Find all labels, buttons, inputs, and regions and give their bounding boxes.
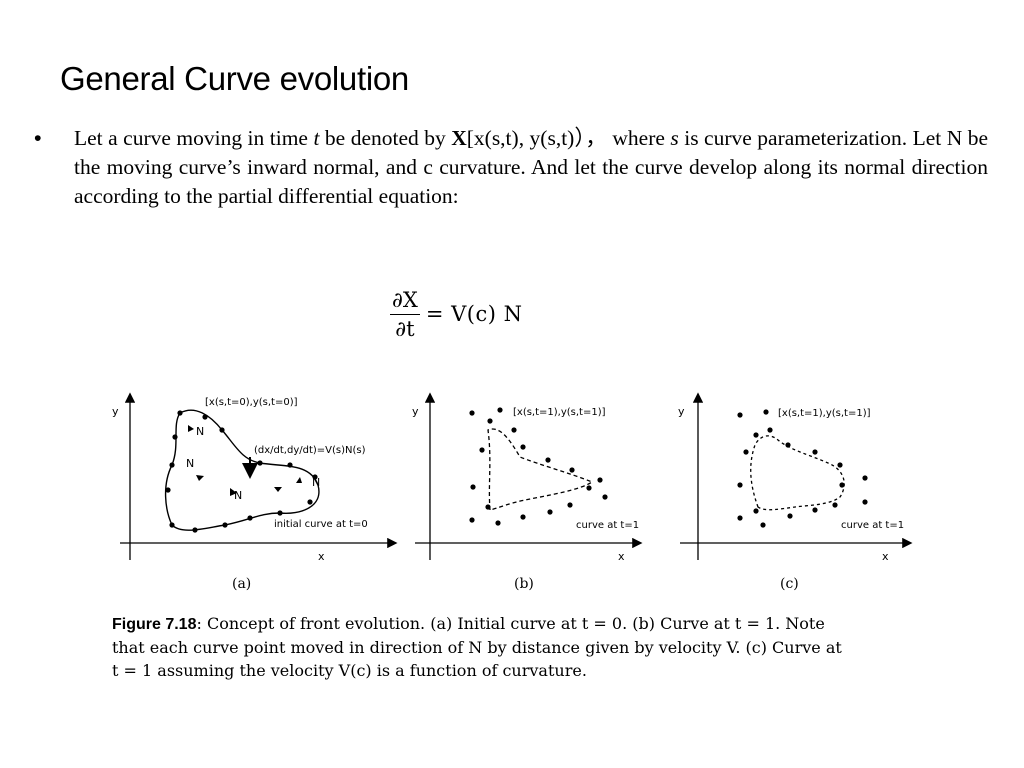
panel-a: y x N N N N [x(s,t=0),y(s,t=0)] (dx/dt,d… bbox=[112, 392, 398, 563]
normal-arrow-icon bbox=[296, 477, 302, 483]
panel-a-normal-label: N bbox=[312, 476, 320, 489]
panel-c-y-label: y bbox=[678, 405, 685, 418]
normal-arrow-icon bbox=[196, 475, 204, 481]
curve-point bbox=[165, 487, 171, 493]
panel-a-y-label: y bbox=[112, 405, 119, 418]
panel-c-bottom-label: curve at t=1 bbox=[841, 520, 904, 531]
curve-point bbox=[219, 427, 225, 433]
panel-a-caption: (a) bbox=[232, 576, 252, 592]
panel-a-velocity-label: (dx/dt,dy/dt)=V(s)N(s) bbox=[254, 445, 366, 456]
panel-c-x-label: x bbox=[882, 550, 889, 563]
curve-point bbox=[169, 522, 175, 528]
curve-point bbox=[307, 499, 313, 505]
panel-b-x-label: x bbox=[618, 550, 625, 563]
panel-c-caption: (c) bbox=[780, 576, 799, 592]
normal-arrow-icon bbox=[188, 425, 194, 432]
panel-b-evolved-curve bbox=[487, 428, 594, 511]
bullet-icon: • bbox=[34, 126, 42, 150]
caption-line-1: Figure 7.18: Concept of front evolution.… bbox=[112, 614, 825, 633]
bullet-paragraph: • Let a curve moving in time t be denote… bbox=[34, 124, 988, 211]
panel-b-y-label: y bbox=[412, 405, 419, 418]
panel-a-normal-label: N bbox=[196, 425, 204, 438]
panel-c-curve-label: [x(s,t=1),y(s,t=1)] bbox=[778, 408, 871, 419]
panel-c: y x [x(s,t=1),y(s,t=1)] curve at t=1 bbox=[678, 392, 913, 563]
normal-arrow-icon bbox=[274, 487, 282, 492]
curve-point bbox=[247, 515, 253, 521]
panel-a-normal-label: N bbox=[186, 457, 194, 470]
equation-numerator: ∂X bbox=[390, 288, 420, 315]
curve-point bbox=[222, 522, 228, 528]
slide-title: General Curve evolution bbox=[60, 60, 409, 97]
caption-figure-label: Figure 7.18 bbox=[112, 616, 197, 633]
panel-b-caption: (b) bbox=[514, 576, 534, 592]
curve-point bbox=[169, 462, 175, 468]
curve-point bbox=[257, 460, 263, 466]
evolution-equation: ∂X ∂t = V(c) N bbox=[390, 284, 522, 344]
panel-a-x-label: x bbox=[318, 550, 325, 563]
panel-a-curve-label: [x(s,t=0),y(s,t=0)] bbox=[205, 397, 298, 408]
panel-a-normal-label: N bbox=[234, 489, 242, 502]
panel-c-evolved-curve bbox=[750, 435, 845, 511]
panel-b-curve-label: [x(s,t=1),y(s,t=1)] bbox=[513, 407, 606, 418]
curve-point bbox=[312, 474, 318, 480]
figure-panels: y x N N N N [x(s,t=0),y(s,t=0)] (dx/dt,d… bbox=[112, 392, 913, 563]
figure-caption: Figure 7.18: Concept of front evolution.… bbox=[112, 612, 916, 682]
curve-point bbox=[287, 462, 293, 468]
panel-b: y x [x(s,t=1),y(s,t=1)] curve at t=1 bbox=[412, 392, 643, 563]
equation-fraction: ∂X ∂t bbox=[390, 288, 420, 341]
curve-point bbox=[192, 527, 198, 533]
curve-point bbox=[172, 434, 178, 440]
curve-point bbox=[177, 410, 183, 416]
panel-a-bottom-label: initial curve at t=0 bbox=[274, 519, 368, 530]
normal-arrow-icon bbox=[230, 488, 237, 496]
caption-line-2: that each curve point moved in direction… bbox=[112, 638, 842, 657]
equation-denominator: ∂t bbox=[395, 316, 415, 341]
panel-b-bottom-label: curve at t=1 bbox=[576, 520, 639, 531]
caption-line-3: t = 1 assuming the velocity V(c) is a fu… bbox=[112, 661, 587, 680]
curve-point bbox=[277, 510, 283, 516]
curve-point bbox=[202, 414, 208, 420]
equation-rhs: = V(c) N bbox=[425, 302, 523, 326]
bullet-text: Let a curve moving in time t be denoted … bbox=[74, 126, 988, 208]
